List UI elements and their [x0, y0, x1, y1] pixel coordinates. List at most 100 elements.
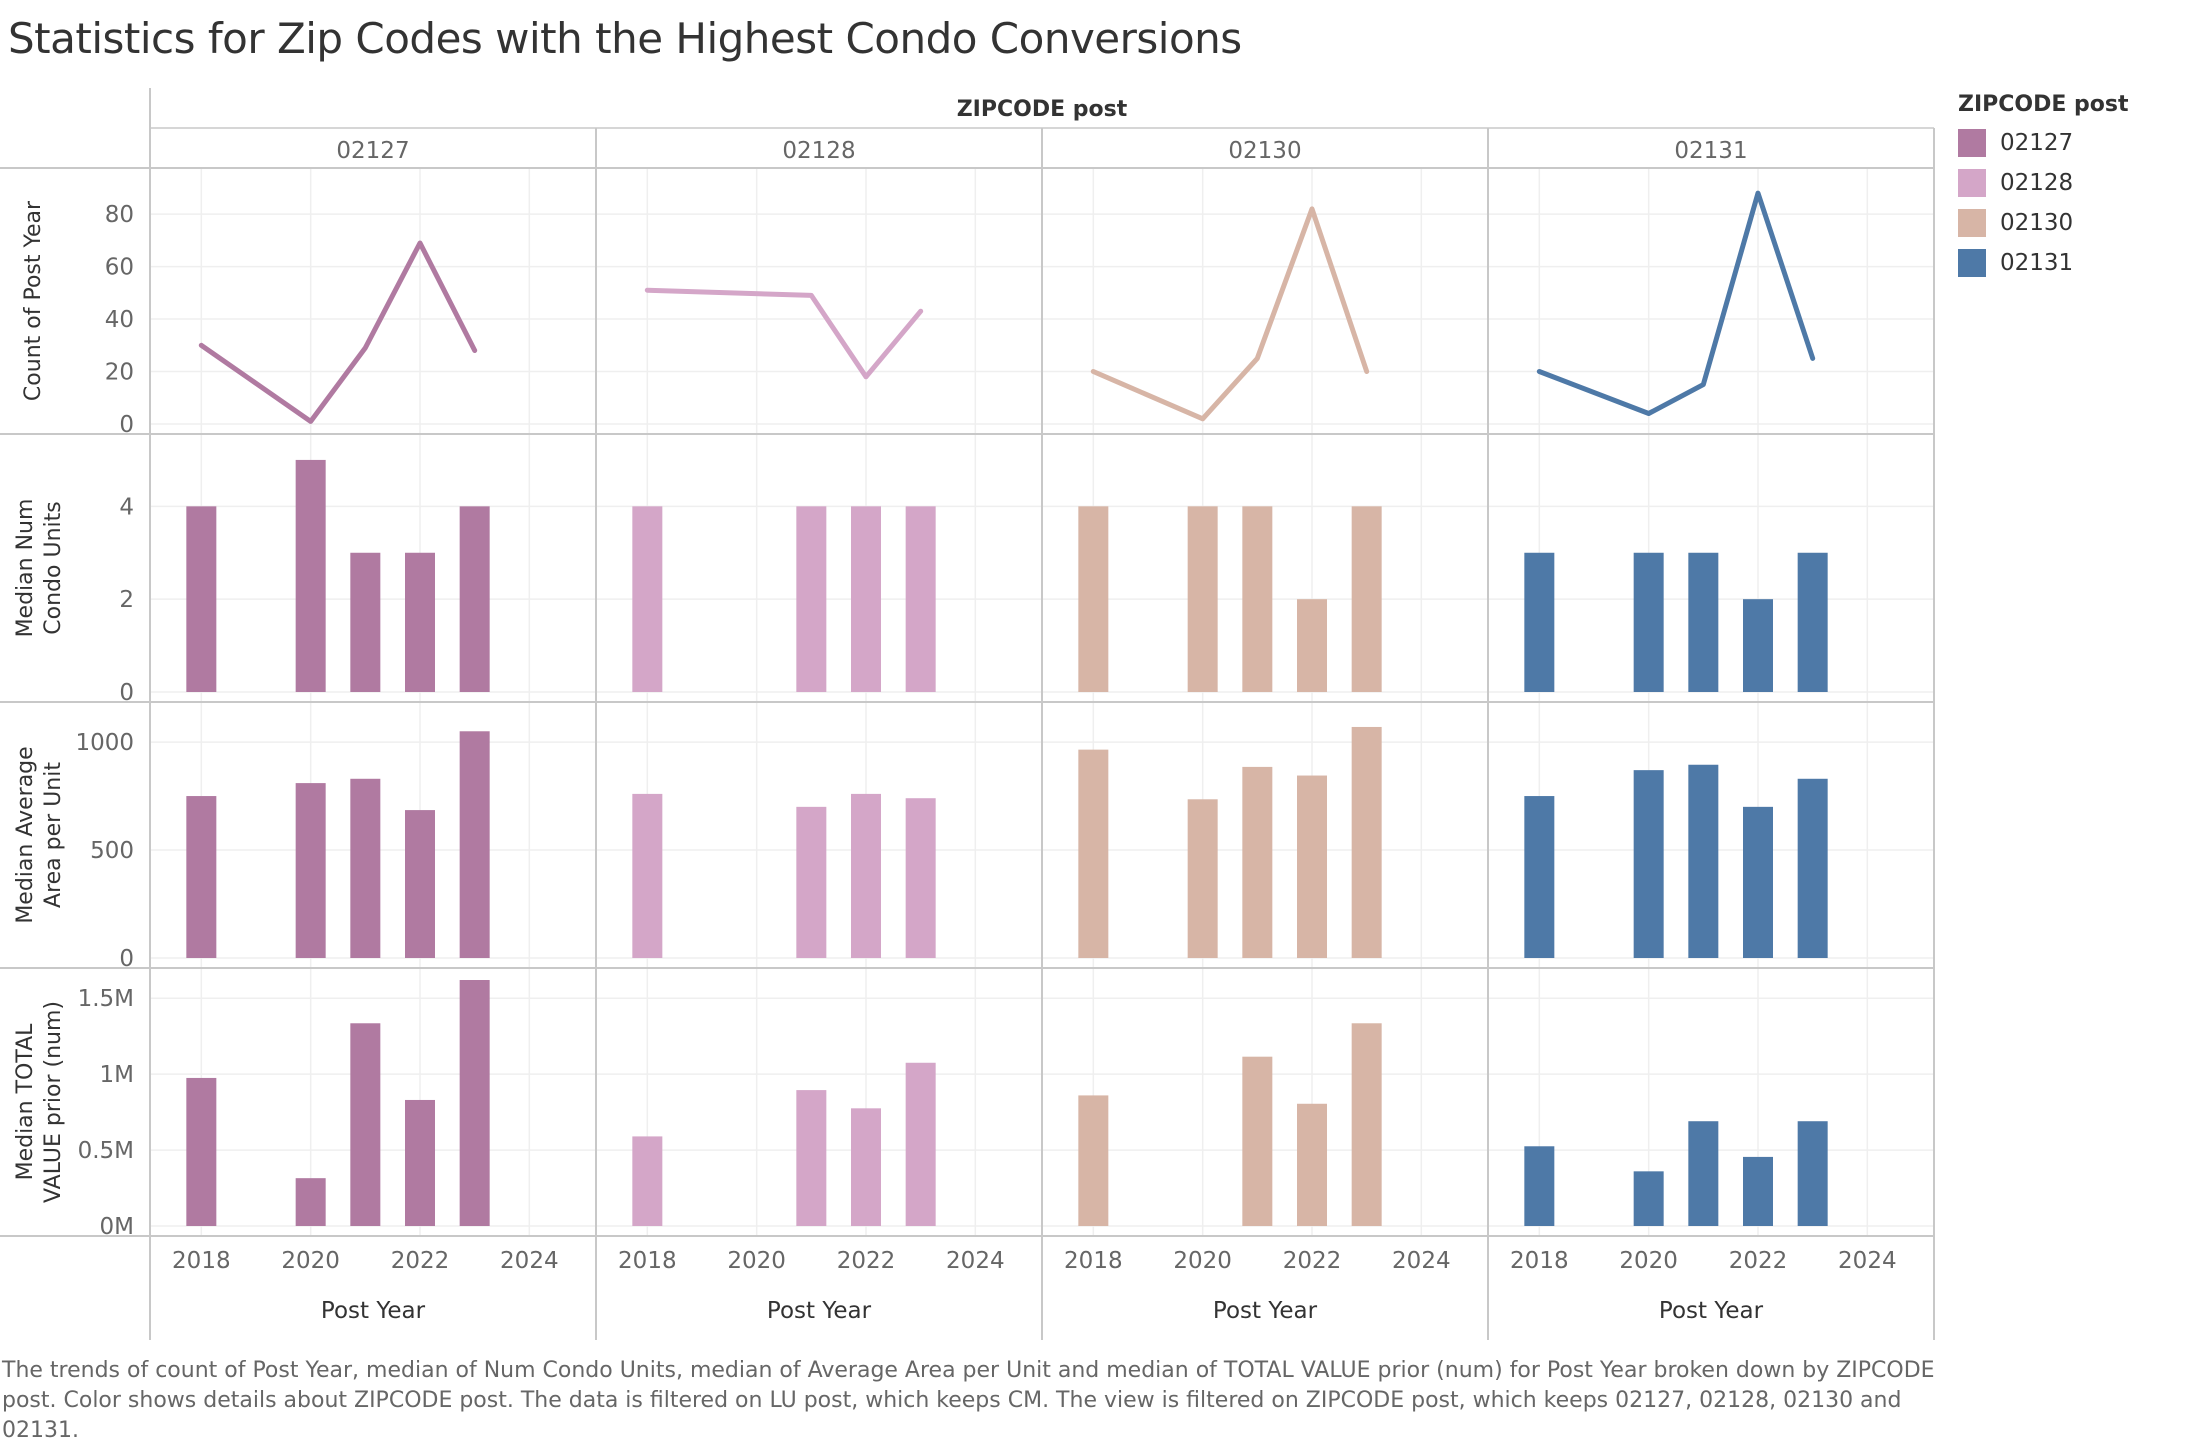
bar-02130-2018[interactable] [1078, 1095, 1109, 1226]
bar-02130-2020[interactable] [1187, 799, 1218, 958]
column-header-02130: 02130 [1228, 138, 1301, 164]
line-series-02130[interactable] [1090, 206, 1370, 422]
legend-swatch [1958, 249, 1986, 277]
bar-02127-2021[interactable] [350, 778, 381, 958]
bar-02127-2023[interactable] [459, 506, 490, 692]
bar-02130-2020[interactable] [1187, 506, 1218, 692]
x-tick-label: 2018 [618, 1248, 677, 1274]
legend[interactable]: ZIPCODE post 02127 02128 02130 02131 [1958, 92, 2129, 283]
bar-02131-2022[interactable] [1743, 599, 1773, 692]
x-tick-label: 2022 [391, 1248, 450, 1274]
bar-02127-2020[interactable] [295, 459, 326, 692]
y-tick-label: 0 [119, 412, 134, 438]
y-axis-title-line: Median TOTAL [13, 1023, 38, 1181]
bar-02128-2021[interactable] [796, 806, 827, 958]
bar-02128-2023[interactable] [905, 1062, 936, 1226]
bar-02127-2018[interactable] [186, 796, 217, 958]
bar-02128-2021[interactable] [796, 1090, 827, 1226]
bar-02130-2022[interactable] [1297, 599, 1327, 692]
legend-item-02128[interactable]: 02128 [1958, 163, 2129, 203]
x-tick-label: 2020 [1173, 1248, 1232, 1274]
y-axis-title-line: Median Num [13, 499, 38, 638]
legend-title: ZIPCODE post [1958, 92, 2129, 117]
bar-02128-2022[interactable] [851, 506, 881, 692]
bar-02128-2023[interactable] [905, 798, 936, 958]
y-axis-title: Median Average Area per Unit [13, 746, 66, 923]
bar-02131-2021[interactable] [1688, 764, 1719, 958]
y-tick-label: 20 [105, 360, 134, 386]
y-tick-label: 40 [105, 307, 134, 333]
line-series-02131[interactable] [1536, 190, 1816, 416]
bar-02130-2021[interactable] [1242, 1056, 1273, 1226]
bar-02130-2022[interactable] [1297, 775, 1327, 958]
y-tick-label: 0.5M [78, 1138, 134, 1164]
y-axis-title: Count of Post Year [21, 200, 46, 401]
x-tick-label: 2020 [1619, 1248, 1678, 1274]
bar-02131-2018[interactable] [1524, 552, 1555, 692]
y-tick-label: 1000 [75, 730, 134, 756]
bar-02131-2018[interactable] [1524, 1146, 1555, 1226]
bar-02128-2022[interactable] [851, 1108, 881, 1226]
bar-02131-2023[interactable] [1797, 778, 1828, 958]
x-axis-title: Post Year [1213, 1298, 1318, 1324]
bar-02130-2023[interactable] [1351, 506, 1382, 692]
x-axis-title: Post Year [767, 1298, 872, 1324]
bar-02130-2018[interactable] [1078, 506, 1109, 692]
bar-02127-2022[interactable] [405, 810, 435, 958]
chart-caption: The trends of count of Post Year, median… [2, 1358, 1935, 1443]
bar-02128-2022[interactable] [851, 793, 881, 958]
x-tick-label: 2018 [1064, 1248, 1123, 1274]
legend-label: 02127 [2000, 130, 2074, 156]
bar-02127-2021[interactable] [350, 552, 381, 692]
bar-02127-2018[interactable] [186, 506, 217, 692]
x-tick-label: 2022 [1729, 1248, 1788, 1274]
x-tick-label: 2024 [500, 1248, 559, 1274]
bar-02131-2023[interactable] [1797, 1121, 1828, 1226]
legend-label: 02128 [2000, 170, 2074, 196]
bar-02131-2022[interactable] [1743, 1156, 1773, 1226]
bar-02128-2018[interactable] [632, 506, 663, 692]
bar-02131-2022[interactable] [1743, 806, 1773, 958]
bar-02127-2020[interactable] [295, 783, 326, 958]
bar-02131-2021[interactable] [1688, 1121, 1719, 1226]
line-series-02128[interactable] [644, 287, 924, 380]
bar-02131-2020[interactable] [1633, 770, 1664, 958]
bar-02131-2020[interactable] [1633, 1171, 1664, 1226]
bar-02127-2022[interactable] [405, 1099, 435, 1226]
legend-swatch [1958, 129, 1986, 157]
bar-02130-2022[interactable] [1297, 1103, 1327, 1226]
bar-02130-2023[interactable] [1351, 726, 1382, 958]
legend-item-02131[interactable]: 02131 [1958, 243, 2129, 283]
line-series-02127[interactable] [198, 240, 478, 424]
bar-02127-2023[interactable] [459, 980, 490, 1226]
legend-item-02127[interactable]: 02127 [1958, 123, 2129, 163]
bar-02128-2023[interactable] [905, 506, 936, 692]
bar-02130-2021[interactable] [1242, 506, 1273, 692]
bar-02131-2021[interactable] [1688, 552, 1719, 692]
y-tick-label: 4 [119, 494, 134, 520]
bar-02130-2021[interactable] [1242, 766, 1273, 958]
y-axis-title-line: Median Average [13, 746, 38, 923]
bar-02127-2018[interactable] [186, 1077, 217, 1226]
bar-02127-2021[interactable] [350, 1023, 381, 1226]
bar-02131-2020[interactable] [1633, 552, 1664, 692]
chart-title: Statistics for Zip Codes with the Highes… [8, 14, 1242, 63]
bar-02128-2021[interactable] [796, 506, 827, 692]
bar-02128-2018[interactable] [632, 793, 663, 958]
bar-02127-2022[interactable] [405, 552, 435, 692]
x-tick-label: 2024 [946, 1248, 1005, 1274]
bar-02127-2023[interactable] [459, 731, 490, 958]
y-tick-label: 1.5M [78, 986, 134, 1012]
legend-label: 02131 [2000, 250, 2074, 276]
legend-item-02130[interactable]: 02130 [1958, 203, 2129, 243]
column-header-02131: 02131 [1674, 138, 1747, 164]
bar-02127-2020[interactable] [295, 1178, 326, 1226]
bar-02130-2023[interactable] [1351, 1023, 1382, 1226]
bar-02128-2018[interactable] [632, 1136, 663, 1226]
bar-02131-2018[interactable] [1524, 796, 1555, 958]
x-tick-label: 2022 [1283, 1248, 1342, 1274]
bar-02130-2018[interactable] [1078, 749, 1109, 958]
x-tick-label: 2018 [1510, 1248, 1569, 1274]
bar-02131-2023[interactable] [1797, 552, 1828, 692]
